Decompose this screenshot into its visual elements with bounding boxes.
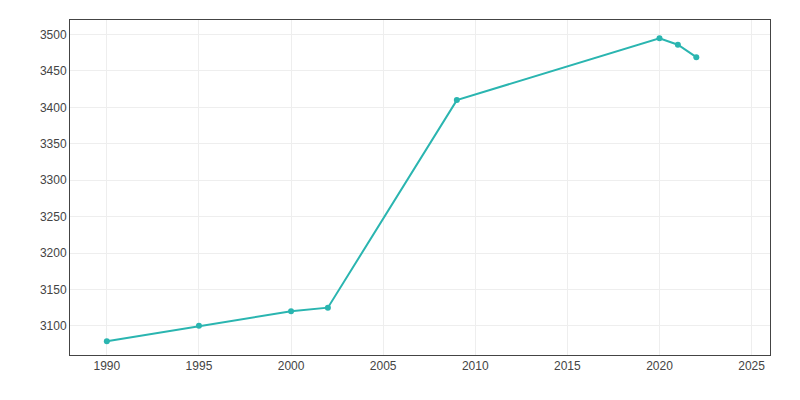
svg-text:3250: 3250 bbox=[40, 210, 67, 224]
svg-text:3150: 3150 bbox=[40, 283, 67, 297]
svg-text:2010: 2010 bbox=[462, 359, 489, 373]
svg-text:3350: 3350 bbox=[40, 137, 67, 151]
svg-text:2015: 2015 bbox=[554, 359, 581, 373]
svg-text:1990: 1990 bbox=[93, 359, 120, 373]
svg-text:2025: 2025 bbox=[738, 359, 765, 373]
svg-text:3300: 3300 bbox=[40, 173, 67, 187]
svg-text:3450: 3450 bbox=[40, 64, 67, 78]
svg-text:2020: 2020 bbox=[646, 359, 673, 373]
svg-text:3200: 3200 bbox=[40, 246, 67, 260]
svg-text:1995: 1995 bbox=[186, 359, 213, 373]
svg-text:3100: 3100 bbox=[40, 319, 67, 333]
svg-text:2000: 2000 bbox=[278, 359, 305, 373]
svg-text:2005: 2005 bbox=[370, 359, 397, 373]
svg-text:3500: 3500 bbox=[40, 28, 67, 42]
svg-text:3400: 3400 bbox=[40, 101, 67, 115]
